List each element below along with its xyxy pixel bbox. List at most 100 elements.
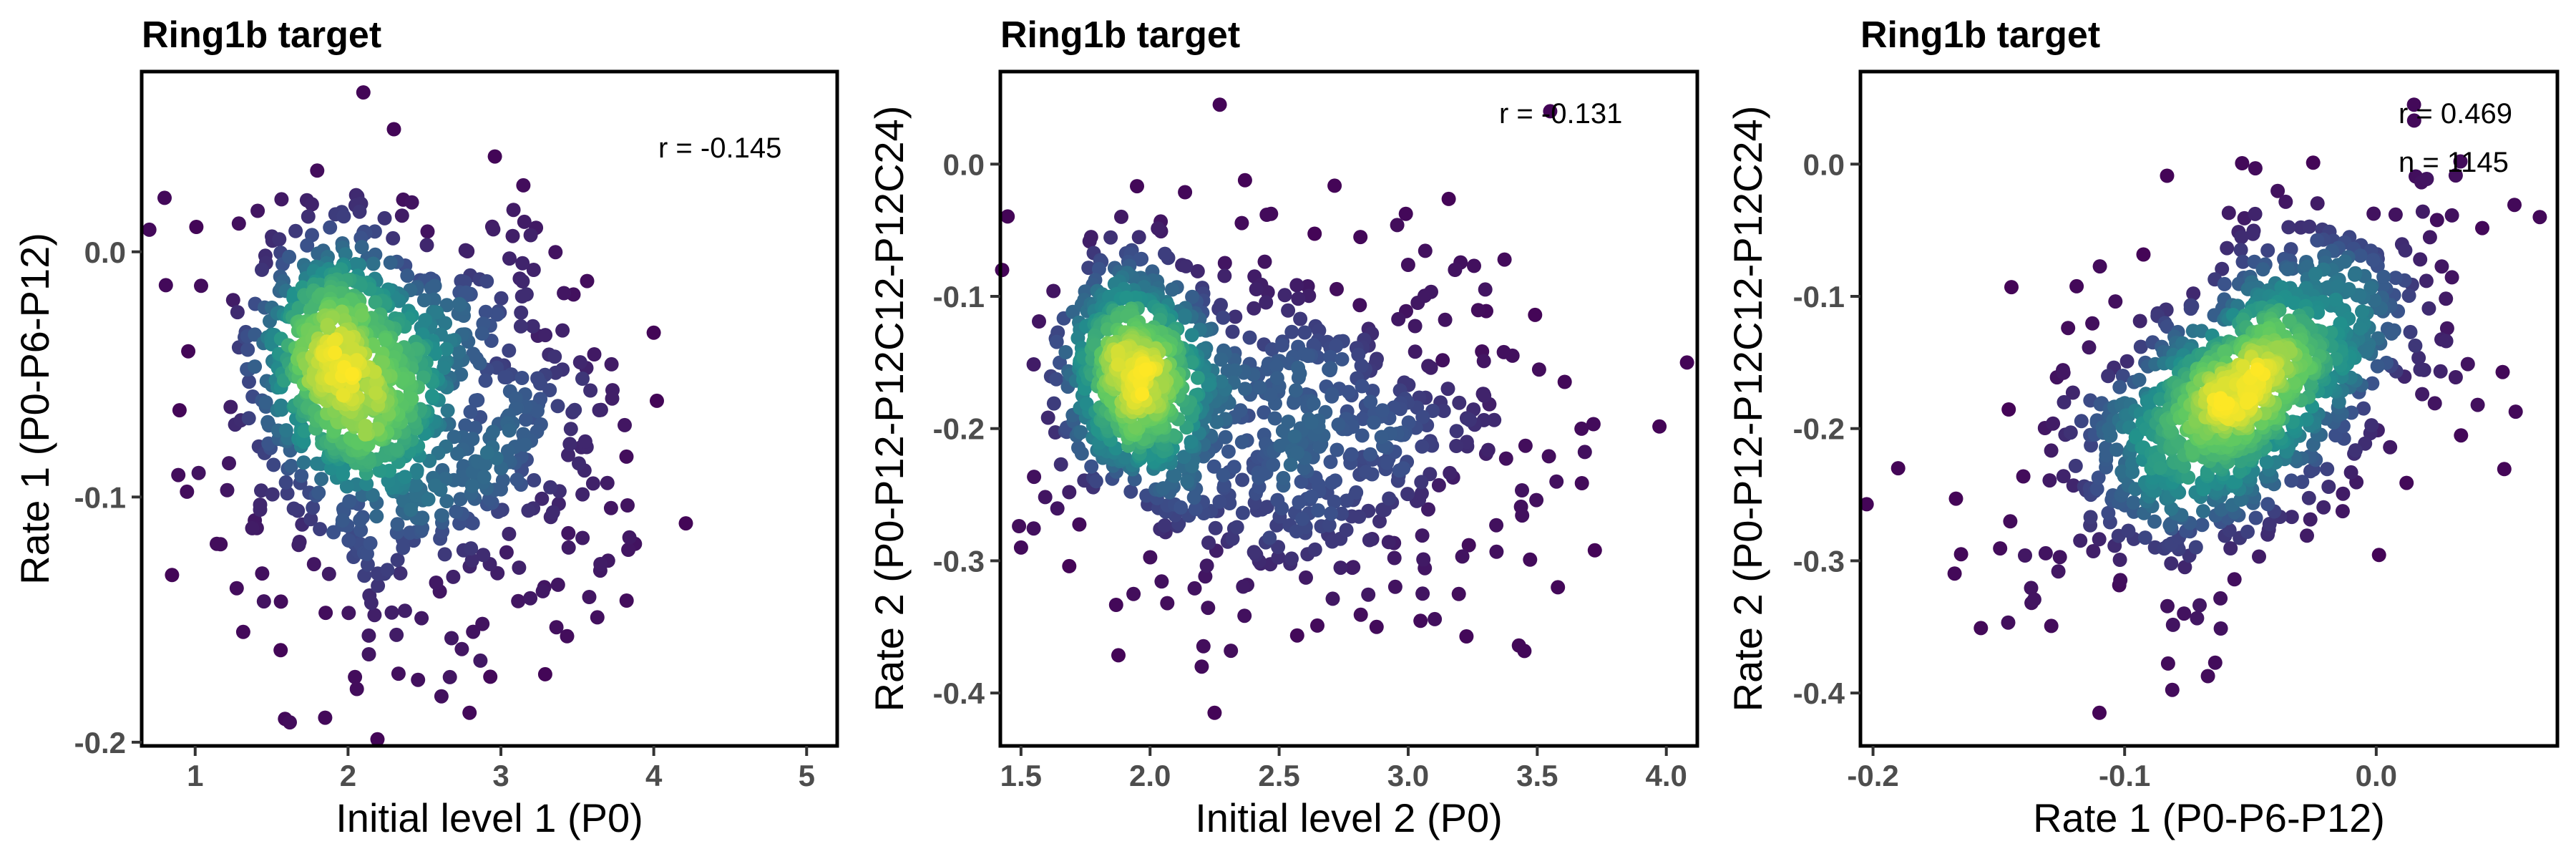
data-point	[393, 566, 408, 581]
data-point	[550, 399, 565, 414]
data-point	[2085, 316, 2100, 331]
data-point	[537, 666, 552, 681]
data-point	[1470, 303, 1485, 318]
data-point	[2422, 230, 2437, 245]
data-point	[479, 445, 494, 460]
data-point	[450, 446, 465, 461]
data-point	[353, 513, 368, 528]
y-tick-label: -0.3	[933, 544, 985, 578]
data-point	[414, 611, 429, 626]
data-point	[294, 468, 309, 483]
data-point	[1216, 310, 1231, 325]
data-point	[1324, 475, 1340, 490]
data-point	[1212, 97, 1227, 112]
data-point	[475, 616, 490, 631]
data-point	[2243, 392, 2258, 407]
data-point	[1440, 382, 1455, 397]
data-point	[1179, 258, 1194, 273]
data-point	[2065, 385, 2080, 400]
data-point	[550, 577, 565, 592]
data-point	[440, 403, 455, 418]
y-tick-label: 0.0	[943, 147, 985, 181]
data-point	[526, 263, 541, 277]
data-point	[2068, 458, 2083, 473]
data-point	[2413, 252, 2428, 267]
data-point	[1287, 429, 1302, 444]
data-point	[1190, 263, 1205, 278]
data-point	[509, 472, 525, 487]
data-point	[1890, 461, 1906, 476]
data-point	[357, 568, 372, 583]
data-point	[525, 319, 540, 334]
data-point	[1108, 598, 1123, 612]
data-point	[314, 472, 329, 487]
data-point	[530, 371, 545, 386]
data-point	[1049, 334, 1064, 349]
data-point	[2160, 656, 2175, 671]
data-point	[310, 163, 325, 178]
data-point	[486, 222, 501, 237]
data-point	[1281, 414, 1296, 430]
data-point	[2300, 528, 2314, 543]
data-point	[2234, 230, 2249, 245]
data-point	[466, 346, 481, 361]
data-point	[1455, 549, 1470, 564]
data-point	[439, 341, 454, 356]
data-point	[1396, 461, 1411, 476]
data-point	[1143, 550, 1158, 565]
data-point	[1081, 261, 1096, 276]
data-point	[1118, 450, 1133, 465]
data-point	[521, 503, 536, 518]
data-point	[306, 500, 321, 515]
data-point	[1306, 396, 1321, 411]
data-point	[380, 563, 395, 578]
data-point	[191, 465, 206, 480]
data-point	[2401, 288, 2416, 304]
data-point	[1324, 534, 1340, 549]
panel-3-plot-frame	[1858, 69, 2560, 748]
data-point	[2160, 598, 2175, 613]
data-point	[1297, 325, 1312, 340]
data-point	[2454, 428, 2469, 443]
data-point	[1423, 360, 1438, 375]
data-point	[561, 525, 576, 540]
data-point	[1026, 357, 1041, 372]
data-point	[2245, 226, 2260, 241]
data-point	[1489, 544, 1504, 559]
data-point	[366, 256, 381, 271]
panel-3-count: n = 1145	[2399, 147, 2509, 178]
data-point	[278, 475, 293, 490]
data-point	[2371, 548, 2386, 563]
data-point	[363, 535, 378, 550]
data-point	[620, 498, 635, 513]
data-point	[523, 591, 538, 606]
data-point	[2370, 359, 2385, 374]
data-point	[1461, 538, 1476, 553]
data-point	[1549, 474, 1564, 489]
data-point	[2341, 282, 2356, 296]
data-point	[622, 530, 637, 545]
data-point	[1487, 412, 1502, 427]
data-point	[230, 305, 245, 320]
data-point	[2335, 504, 2350, 519]
data-point	[1218, 430, 1233, 445]
data-point	[229, 581, 244, 596]
data-point	[458, 243, 473, 258]
data-point	[390, 553, 405, 568]
data-point	[359, 477, 374, 491]
data-point	[1467, 258, 1481, 273]
data-point	[582, 590, 597, 604]
data-point	[2227, 572, 2242, 587]
data-point	[369, 386, 384, 400]
data-point	[2343, 465, 2358, 480]
data-point	[1523, 552, 1538, 567]
data-point	[254, 483, 268, 498]
data-point	[583, 383, 598, 398]
data-point	[1355, 412, 1370, 427]
data-point	[283, 715, 297, 730]
data-point	[2213, 391, 2228, 406]
data-point	[2177, 606, 2192, 621]
data-point	[292, 535, 307, 549]
data-point	[1496, 344, 1511, 359]
data-point	[1515, 483, 1529, 498]
